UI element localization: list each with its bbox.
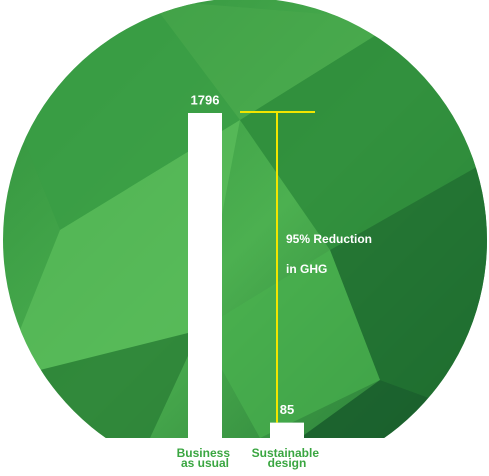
annotation: 95% Reduction bbox=[286, 232, 372, 246]
label-line: Business bbox=[177, 446, 234, 460]
bar bbox=[270, 422, 304, 438]
label-line: as usual bbox=[181, 456, 229, 470]
data-label: 1796 bbox=[191, 92, 220, 107]
data-label: 85 bbox=[280, 402, 294, 417]
x-tick-label: Sustainable design bbox=[252, 446, 323, 470]
label-line: Sustainable bbox=[252, 446, 323, 460]
annotation: in GHG bbox=[286, 262, 327, 276]
x-tick-label: Business as usual bbox=[177, 446, 234, 470]
bar bbox=[188, 113, 222, 438]
label-line: design bbox=[268, 456, 307, 470]
